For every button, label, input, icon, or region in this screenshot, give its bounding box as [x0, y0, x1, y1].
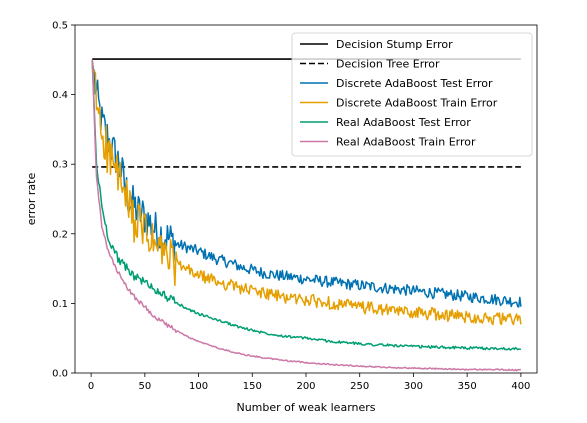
- x-tick-label: 100: [189, 381, 208, 392]
- x-tick-label: 50: [138, 381, 151, 392]
- x-axis-ticks: 0 50 100 150 200 250 300 350 400: [88, 373, 530, 392]
- x-axis-label: Number of weak learners: [236, 401, 375, 414]
- y-tick-label: 0.5: [52, 21, 68, 32]
- series-layer: [91, 59, 522, 372]
- y-tick-label: 0.1: [52, 299, 68, 310]
- series-line-3: [91, 59, 522, 351]
- x-tick-label: 400: [511, 381, 530, 392]
- legend-label: Real AdaBoost Test Error: [336, 116, 471, 129]
- x-tick-label: 350: [458, 381, 477, 392]
- x-tick-label: 0: [88, 381, 94, 392]
- y-tick-label: 0.3: [52, 160, 68, 171]
- legend-box: [291, 32, 533, 157]
- y-axis-ticks: 0.0 0.1 0.2 0.3 0.4 0.5: [52, 21, 75, 380]
- legend-label: Real AdaBoost Train Error: [336, 136, 476, 149]
- legend: Decision Stump Error Decision Tree Error D…: [291, 32, 533, 157]
- legend-label: Discrete AdaBoost Train Error: [336, 97, 498, 110]
- legend-label: Decision Tree Error: [336, 58, 440, 71]
- series-line-2: [91, 59, 522, 326]
- legend-label: Discrete AdaBoost Test Error: [336, 77, 493, 90]
- y-tick-label: 0.2: [52, 229, 68, 240]
- y-tick-label: 0.0: [52, 369, 68, 380]
- y-axis-label: error rate: [25, 173, 38, 226]
- x-tick-label: 250: [350, 381, 369, 392]
- x-tick-label: 150: [243, 381, 262, 392]
- legend-label: Decision Stump Error: [336, 38, 453, 51]
- x-tick-label: 200: [296, 381, 315, 392]
- series-line-4: [91, 59, 521, 372]
- y-tick-label: 0.4: [52, 90, 68, 101]
- x-tick-label: 300: [404, 381, 423, 392]
